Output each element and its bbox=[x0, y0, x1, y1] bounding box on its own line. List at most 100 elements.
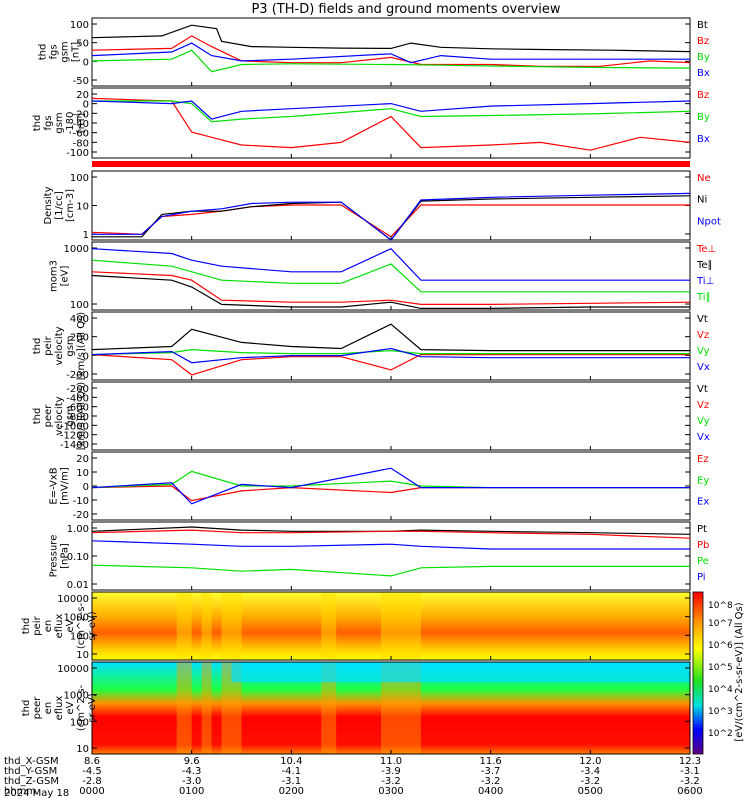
series-4-black bbox=[91, 274, 690, 309]
colorbar-tick-3: 10^5 bbox=[708, 663, 733, 673]
ylabel-line: [nT] bbox=[71, 42, 82, 62]
panel-frame-7 bbox=[91, 451, 691, 521]
legend-Ez: Ez bbox=[697, 454, 709, 465]
legend-Ti∥: Ti∥ bbox=[696, 292, 711, 303]
ytick-label: 1 bbox=[83, 230, 89, 241]
heatmap-cold-band bbox=[231, 662, 691, 683]
ephemeris-value: -3.2 bbox=[381, 776, 401, 787]
ytick-label: 10 bbox=[76, 202, 89, 213]
ylabel-line: peir bbox=[43, 335, 54, 355]
ylabel-line: velocity bbox=[54, 326, 65, 365]
panel-1: 100 50 0 -50 thd fgs gsm [nT] Bt Bz By Bx bbox=[38, 17, 710, 87]
heatmap-band-9-3 bbox=[321, 592, 337, 660]
series-1-red bbox=[91, 35, 691, 67]
ylabel-line: thd bbox=[21, 700, 32, 717]
ylabel-line: fgs bbox=[49, 44, 60, 59]
ylabel-line: sr-eV) bbox=[87, 611, 98, 640]
series-3-blue bbox=[92, 192, 691, 241]
series-8-blue bbox=[91, 540, 690, 550]
ytick-label: 100 bbox=[70, 20, 89, 31]
ylabel-line: gsm bbox=[60, 41, 71, 62]
heatmap-9 bbox=[92, 592, 690, 660]
ylabel-line: thd bbox=[21, 618, 32, 635]
ephemeris-value: -3.2 bbox=[481, 776, 501, 787]
panel-2: 200-20-40-60-80-100 thd fgs gsm -180 [nT] Bz By… bbox=[32, 87, 710, 159]
ephemeris-value: 11.6 bbox=[480, 756, 502, 767]
ephemeris-value: -3.9 bbox=[381, 766, 401, 777]
series-5-black bbox=[91, 323, 690, 352]
ephemeris-value: -3.2 bbox=[680, 776, 700, 787]
series-5-blue bbox=[91, 347, 690, 364]
legend-Te∥: Te∥ bbox=[696, 260, 713, 271]
heatmap-band-10-2 bbox=[221, 662, 242, 754]
ylabel-line: peer bbox=[32, 696, 43, 720]
ylabel-line: eflux bbox=[54, 696, 65, 721]
ytick-label: 0 bbox=[83, 100, 89, 111]
series-5-red bbox=[91, 354, 690, 376]
ylabel-line: thd bbox=[38, 44, 49, 61]
ephemeris-value: 0600 bbox=[677, 786, 702, 797]
series-1-black bbox=[91, 24, 691, 53]
ytick-label: -60 bbox=[73, 129, 89, 140]
colorbar-label: [eV/(cm^2-s-sr-eV)] (All Qs) bbox=[734, 602, 745, 741]
date-label: 2024 May 18 bbox=[4, 788, 69, 799]
ytick-label: -1200 bbox=[60, 431, 89, 442]
page-title: P3 (TH-D) fields and ground moments over… bbox=[251, 2, 560, 17]
panel-4: 1000 100 mom3 [eV] Te⊥ Te∥ Ti⊥ Ti∥ bbox=[49, 241, 716, 311]
ephemeris-value: 0400 bbox=[478, 786, 503, 797]
ylabel-line: E=-VxB bbox=[49, 467, 60, 504]
ytick-label: -20 bbox=[73, 109, 89, 120]
ytick-label: 10 bbox=[76, 744, 89, 755]
ylabel-line: [mV/m] bbox=[60, 467, 71, 505]
legend-Vx: Vx bbox=[697, 362, 710, 373]
panel-7: 20 10 0 -10 -20 E=-VxB [mV/m] Ez Ey Ex bbox=[49, 451, 709, 521]
series-4-green bbox=[91, 259, 690, 293]
ephemeris-value: -3.2 bbox=[581, 776, 601, 787]
ytick-label: 0.10 bbox=[67, 552, 89, 563]
ytick-label: -800 bbox=[66, 412, 89, 423]
heatmap-band-10-0 bbox=[176, 662, 192, 754]
panel-frame-8 bbox=[91, 521, 691, 591]
colorbar-scale bbox=[692, 591, 704, 755]
ylabel-line: [nT] bbox=[76, 113, 87, 133]
ylabel-line: eflux bbox=[54, 614, 65, 639]
ephemeris-value: 12.3 bbox=[679, 756, 701, 767]
ytick-label: -400 bbox=[66, 393, 89, 404]
series-4-red bbox=[91, 271, 691, 305]
heatmap-band-9-1 bbox=[201, 592, 212, 660]
ylabel-line: -180 bbox=[65, 112, 76, 135]
heatmap-band-10-1 bbox=[201, 662, 212, 754]
ytick-label: 10 bbox=[76, 468, 89, 479]
ephemeris-value: 8.6 bbox=[84, 756, 100, 767]
ytick-label: -40 bbox=[73, 119, 89, 130]
ephemeris-row-name: hhmm bbox=[4, 786, 36, 797]
ylabel-line: thd bbox=[32, 338, 43, 355]
ephemeris-table: thd_X-GSM 8.6 9.6 10.4 11.0 11.6 12.0 12.3 thd_Y… bbox=[4, 756, 703, 797]
ephemeris-value: -3.1 bbox=[282, 776, 302, 787]
legend-Pe: Pe bbox=[697, 556, 709, 567]
ytick-label: 10000 bbox=[57, 594, 89, 605]
ephemeris-value: -2.8 bbox=[82, 776, 102, 787]
panel-6: -200-400-600-800-1000-1200-1400 thd peer ve… bbox=[32, 381, 710, 451]
legend-Ni: Ni bbox=[697, 195, 707, 206]
ephemeris-value: 9.6 bbox=[184, 756, 200, 767]
ytick-label: -100 bbox=[66, 148, 89, 159]
series-7-blue bbox=[91, 467, 690, 505]
ytick-label: -200 bbox=[66, 370, 89, 381]
ephemeris-row-name: thd_Z-GSM bbox=[4, 776, 59, 787]
ylabel-line: (cm^2-s- bbox=[76, 684, 87, 731]
legend-Vy: Vy bbox=[697, 416, 710, 427]
ephemeris-row-name: thd_Y-GSM bbox=[4, 766, 57, 777]
legend-Vy: Vy bbox=[697, 346, 710, 357]
ytick-label: -10 bbox=[73, 496, 89, 507]
ytick-label: -50 bbox=[73, 76, 89, 87]
ephemeris-row-name: thd_X-GSM bbox=[4, 756, 59, 767]
ytick-label: 10000 bbox=[57, 664, 89, 675]
panel-9: 10000 1000 100 10 thd peir en eflux eV (cm^2-s-sr… bbox=[21, 591, 691, 661]
ephemeris-value: 10.4 bbox=[280, 756, 302, 767]
ytick-label: 0.01 bbox=[67, 580, 89, 591]
colorbar-tick-2: 10^6 bbox=[708, 641, 733, 651]
ytick-label: 0 bbox=[83, 351, 89, 362]
legend-Pt: Pt bbox=[697, 524, 707, 535]
